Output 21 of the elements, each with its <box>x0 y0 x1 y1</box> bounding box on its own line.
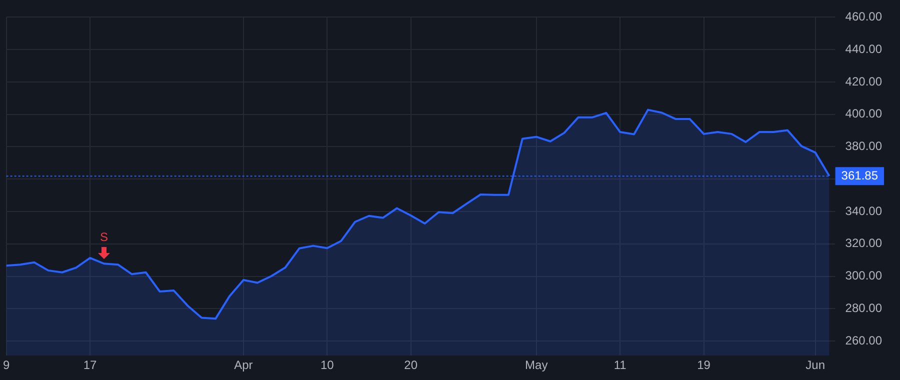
y-tick-label: 320.00 <box>845 236 882 250</box>
ref-line-label: 361.85 <box>841 168 878 182</box>
x-tick-label: 11 <box>614 358 627 372</box>
y-tick-label: 280.00 <box>845 300 882 315</box>
y-tick-label: 380.00 <box>845 139 882 154</box>
x-tick-label: 20 <box>404 358 418 372</box>
x-tick-label: Jun <box>806 358 826 372</box>
y-tick-label: 340.00 <box>845 204 882 218</box>
x-tick-label: Apr <box>234 358 253 372</box>
y-tick-label: 300.00 <box>845 268 882 283</box>
y-tick-label: 260.00 <box>845 333 882 348</box>
x-tick-label: 10 <box>320 358 334 372</box>
y-tick-label: 420.00 <box>845 74 882 88</box>
annotation: S <box>100 230 108 244</box>
x-tick-label: May <box>525 358 548 372</box>
x-tick-label: 19 <box>697 358 711 372</box>
y-tick-label: 460.00 <box>845 10 882 24</box>
x-tick-label: 17 <box>83 358 98 372</box>
y-tick-label: 440.00 <box>845 42 882 56</box>
y-tick-label: 400.00 <box>845 106 882 121</box>
x-tick-label: 9 <box>2 358 10 372</box>
